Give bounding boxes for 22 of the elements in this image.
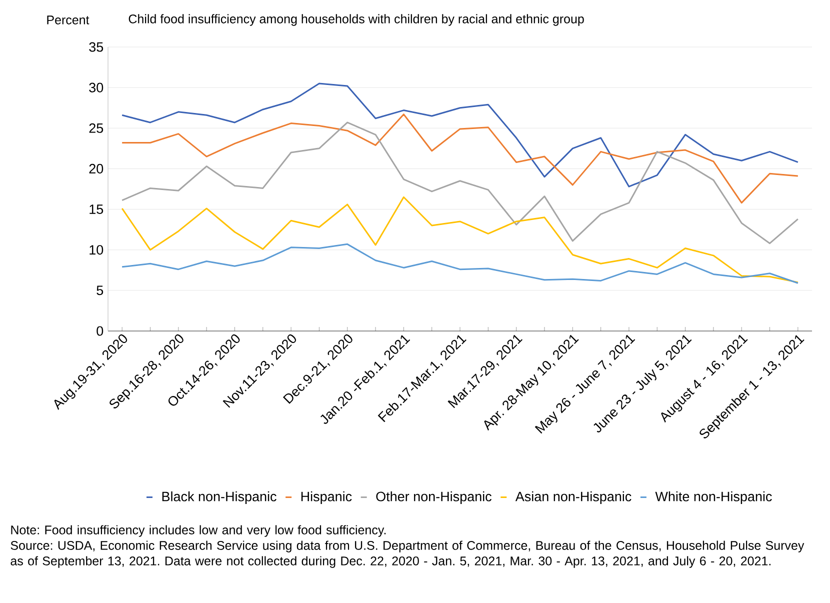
y-tick-label: 10	[90, 245, 104, 255]
legend-label: Asian non-Hispanic	[515, 491, 632, 504]
y-tick-label: 25	[89, 123, 104, 133]
legend-label: White non-Hispanic	[655, 491, 772, 504]
legend-label: Black non-Hispanic	[162, 491, 276, 504]
line-series	[121, 243, 799, 284]
line-series	[121, 122, 799, 244]
y-axis-title: Percent	[47, 16, 90, 24]
line-series	[121, 114, 799, 204]
y-tick-label: 15	[90, 204, 104, 214]
text: Note: Food insufficiency includes low and very low food sufficiency.	[11, 525, 386, 537]
y-tick-label: 30	[89, 82, 104, 92]
y-tick-label: 35	[89, 42, 104, 52]
legend-label: Hispanic	[301, 491, 352, 504]
y-tick-label: 20	[89, 164, 104, 174]
line-series	[121, 196, 799, 284]
y-tick-label: 0	[96, 326, 104, 336]
legend-label: Other non-Hispanic	[376, 491, 492, 504]
y-tick-label: 5	[96, 286, 104, 296]
source-note: Source: USDA, Economic Research Service using data from U.S. Department of Commerce, Bureau of the Census, Household Pulse Survey as of September 13, 2021. Data were not collected during Dec. 22, 2020 - Jan. 5, 2021, Mar. 30 - Apr. 13, 2021, and July 6 - 20, 2021.	[10, 540, 804, 568]
line-series	[121, 82, 799, 188]
chart-title: Child food insufficiency among households with children by racial and ethnic group	[128, 14, 584, 26]
